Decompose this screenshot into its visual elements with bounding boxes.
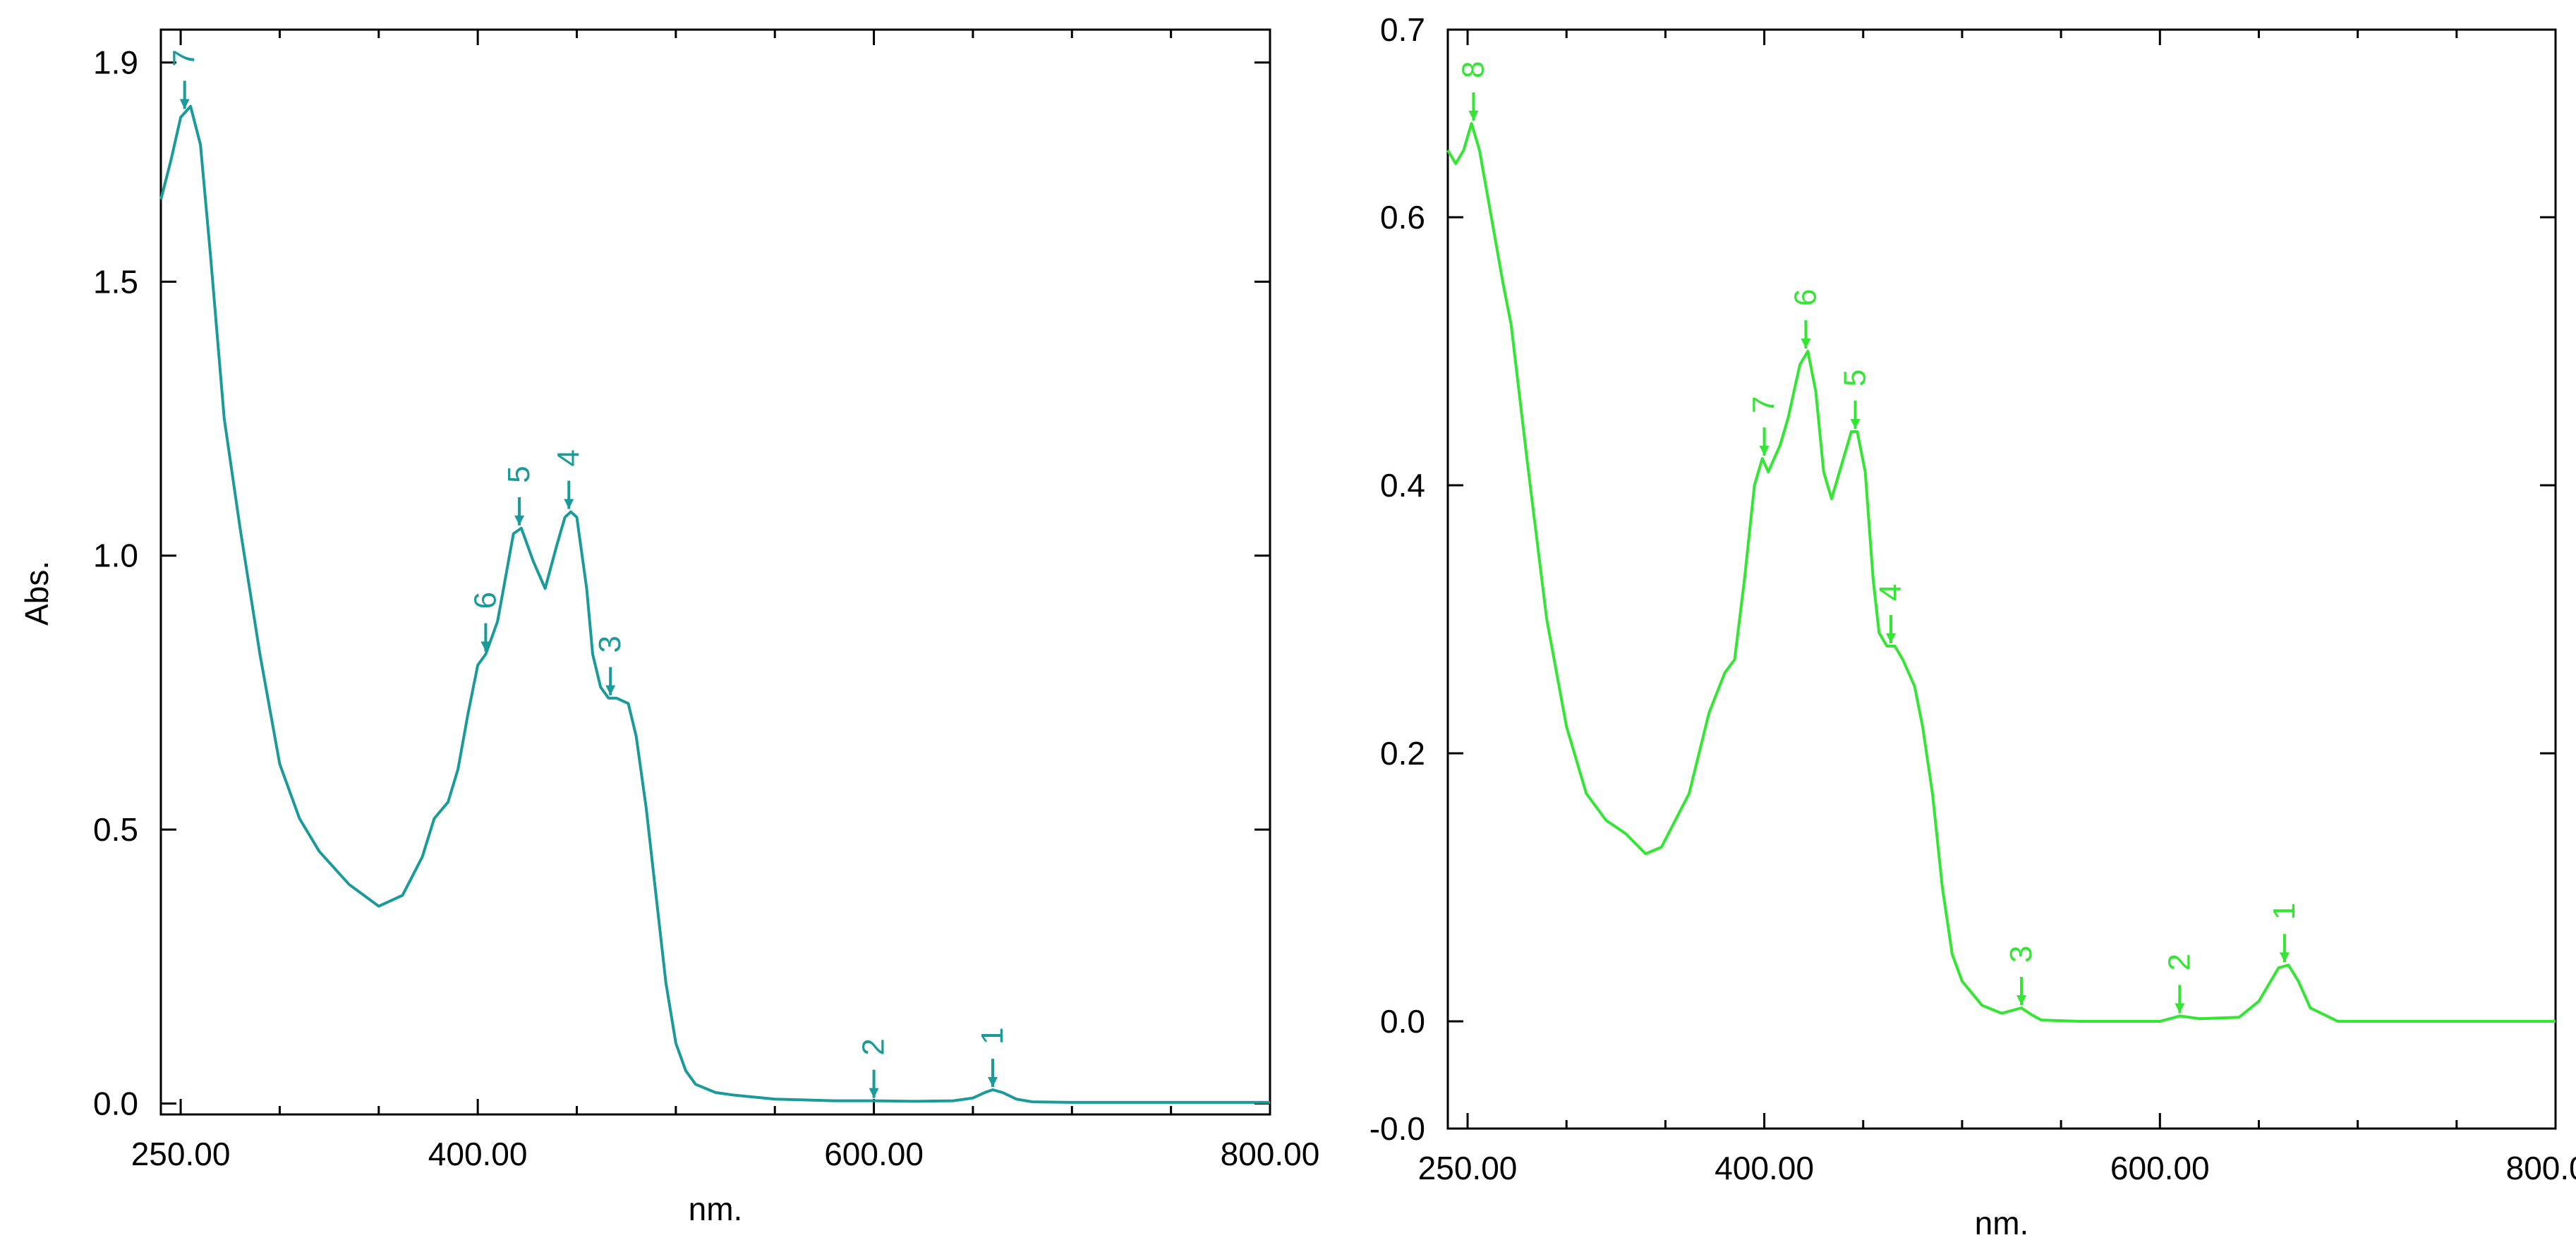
peak-label: 3 <box>593 636 627 652</box>
peak-arrowhead <box>1886 633 1896 643</box>
y-tick-label: 0.0 <box>1380 1003 1425 1040</box>
y-tick-label: 1.9 <box>93 44 138 81</box>
peak-label: 4 <box>551 449 586 466</box>
y-tick-label: -0.0 <box>1369 1110 1425 1147</box>
plot-frame <box>1446 28 2557 1130</box>
peak-label: 1 <box>2267 903 2302 920</box>
left-spectrum-chart: 250.00 400.00 600.00 800.00 0.0 0.5 1.0 1.5 1.9 n… <box>18 28 1320 1227</box>
y-tick-label: 0.2 <box>1380 735 1425 772</box>
y-tick-label: 1.5 <box>93 263 138 300</box>
y-tick-label: 0.7 <box>1380 11 1425 48</box>
peak-arrowhead <box>1759 446 1770 456</box>
peak-label: 4 <box>1873 584 1908 601</box>
peak-arrowhead <box>2175 1003 2185 1014</box>
y-tick-label: 0.6 <box>1380 199 1425 236</box>
plot-frame <box>159 28 1271 1116</box>
x-tick-label: 250.00 <box>131 1136 231 1172</box>
spectrum-line <box>159 104 1270 1104</box>
peak-label: 6 <box>1788 289 1822 306</box>
y-axis-label: Abs. <box>18 561 55 626</box>
peak-label: 5 <box>502 466 536 482</box>
peak-arrowhead <box>988 1077 998 1088</box>
peak-label: 7 <box>167 49 202 66</box>
peak-arrowhead <box>605 685 616 695</box>
x-tick-label: 250.00 <box>1418 1150 1518 1186</box>
peak-arrowhead <box>1850 419 1861 429</box>
x-axis-label: nm. <box>1975 1205 2029 1236</box>
peak-label: 7 <box>1747 396 1782 413</box>
x-tick-label: 800.00 <box>1221 1136 1320 1172</box>
x-tick-label: 400.00 <box>428 1136 528 1172</box>
peak-label: 3 <box>2004 946 2038 963</box>
y-tick-label: 0.5 <box>93 811 138 848</box>
y-tick-label: 1.0 <box>93 537 138 574</box>
peak-label: 5 <box>1838 370 1873 387</box>
peak-arrowhead <box>179 99 190 109</box>
peak-arrowhead <box>514 515 525 525</box>
peak-arrowhead <box>1468 111 1479 121</box>
y-tick-label: 0.0 <box>93 1085 138 1122</box>
peak-label: 6 <box>468 592 502 609</box>
x-tick-label: 600.00 <box>2110 1150 2210 1186</box>
right-spectrum-chart: 250.00 400.00 600.00 800.00 -0.0 0.0 0.2 0.4 0.6… <box>1369 11 2576 1240</box>
x-tick-label: 600.00 <box>824 1136 924 1172</box>
peak-label: 1 <box>975 1028 1010 1045</box>
peak-label: 2 <box>857 1038 891 1055</box>
peak-arrowhead <box>1801 339 1811 348</box>
peak-arrowhead <box>869 1088 879 1098</box>
x-tick-label: 400.00 <box>1715 1150 1814 1186</box>
peak-arrowhead <box>2016 995 2027 1005</box>
x-axis-label: nm. <box>689 1191 743 1227</box>
peak-arrowhead <box>480 641 491 652</box>
peak-label: 2 <box>2162 954 2196 971</box>
peak-label: 8 <box>1456 61 1490 78</box>
y-tick-label: 0.4 <box>1380 467 1425 504</box>
spectrum-line <box>1446 122 2556 1023</box>
peak-arrowhead <box>2279 952 2290 963</box>
x-tick-label: 800.00 <box>2506 1150 2576 1186</box>
peak-arrowhead <box>564 499 574 509</box>
